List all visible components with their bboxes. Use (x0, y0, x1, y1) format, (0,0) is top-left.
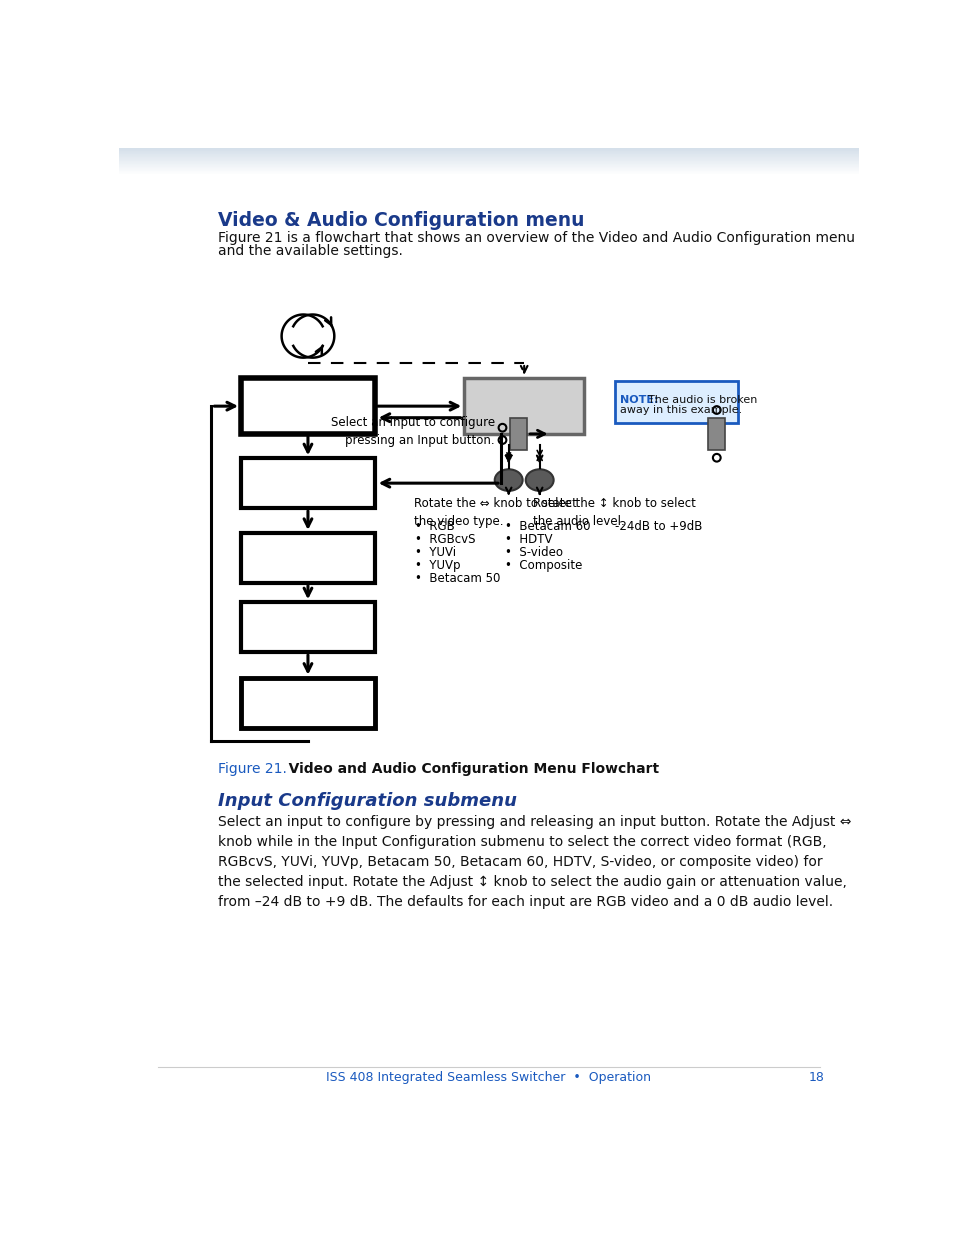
Text: ISS 408 Integrated Seamless Switcher  •  Operation: ISS 408 Integrated Seamless Switcher • O… (326, 1071, 651, 1083)
Text: Video and Audio Configuration Menu Flowchart: Video and Audio Configuration Menu Flowc… (274, 762, 659, 777)
Text: Video & Audio Configuration menu: Video & Audio Configuration menu (217, 211, 583, 231)
Text: Figure 21.: Figure 21. (217, 762, 286, 777)
Text: Figure 21 is a flowchart that shows an overview of the Video and Audio Configura: Figure 21 is a flowchart that shows an o… (217, 231, 854, 246)
Text: •  RGB: • RGB (415, 520, 455, 534)
Text: •  YUVi: • YUVi (415, 546, 456, 559)
Bar (510, 417, 527, 450)
Bar (241, 458, 375, 508)
Bar (241, 532, 375, 583)
Bar (241, 678, 375, 727)
Bar (464, 378, 583, 433)
Text: The audio is broken: The audio is broken (647, 395, 757, 405)
Text: -24dB to +9dB: -24dB to +9dB (615, 520, 702, 534)
Text: •  YUVp: • YUVp (415, 559, 460, 572)
Text: Select an input to configure by pressing and releasing an input button. Rotate t: Select an input to configure by pressing… (217, 815, 850, 909)
Text: Select an input to configure
pressing an Input button.: Select an input to configure pressing an… (331, 416, 495, 447)
Ellipse shape (495, 469, 522, 490)
Text: •  RGBcvS: • RGBcvS (415, 534, 476, 546)
Text: Input Configuration submenu: Input Configuration submenu (217, 792, 517, 809)
Text: •  HDTV: • HDTV (505, 534, 552, 546)
Ellipse shape (525, 469, 553, 490)
Bar (615, 382, 737, 424)
Text: away in this example.: away in this example. (619, 405, 741, 415)
Text: NOTE:: NOTE: (619, 395, 658, 405)
Bar (241, 378, 375, 433)
Text: •  Composite: • Composite (505, 559, 582, 572)
Text: 18: 18 (808, 1071, 823, 1083)
Text: Rotate the ↕ knob to select
the audio level.: Rotate the ↕ knob to select the audio le… (533, 496, 696, 529)
Bar (707, 417, 724, 450)
Text: and the available settings.: and the available settings. (217, 243, 402, 258)
Bar (241, 603, 375, 652)
Text: •  S-video: • S-video (505, 546, 562, 559)
Text: •  Betacam 50: • Betacam 50 (415, 573, 500, 585)
Text: •  Betacam 60: • Betacam 60 (505, 520, 590, 534)
Text: Rotate the ⇔ knob to select
the video type.: Rotate the ⇔ knob to select the video ty… (414, 496, 576, 529)
